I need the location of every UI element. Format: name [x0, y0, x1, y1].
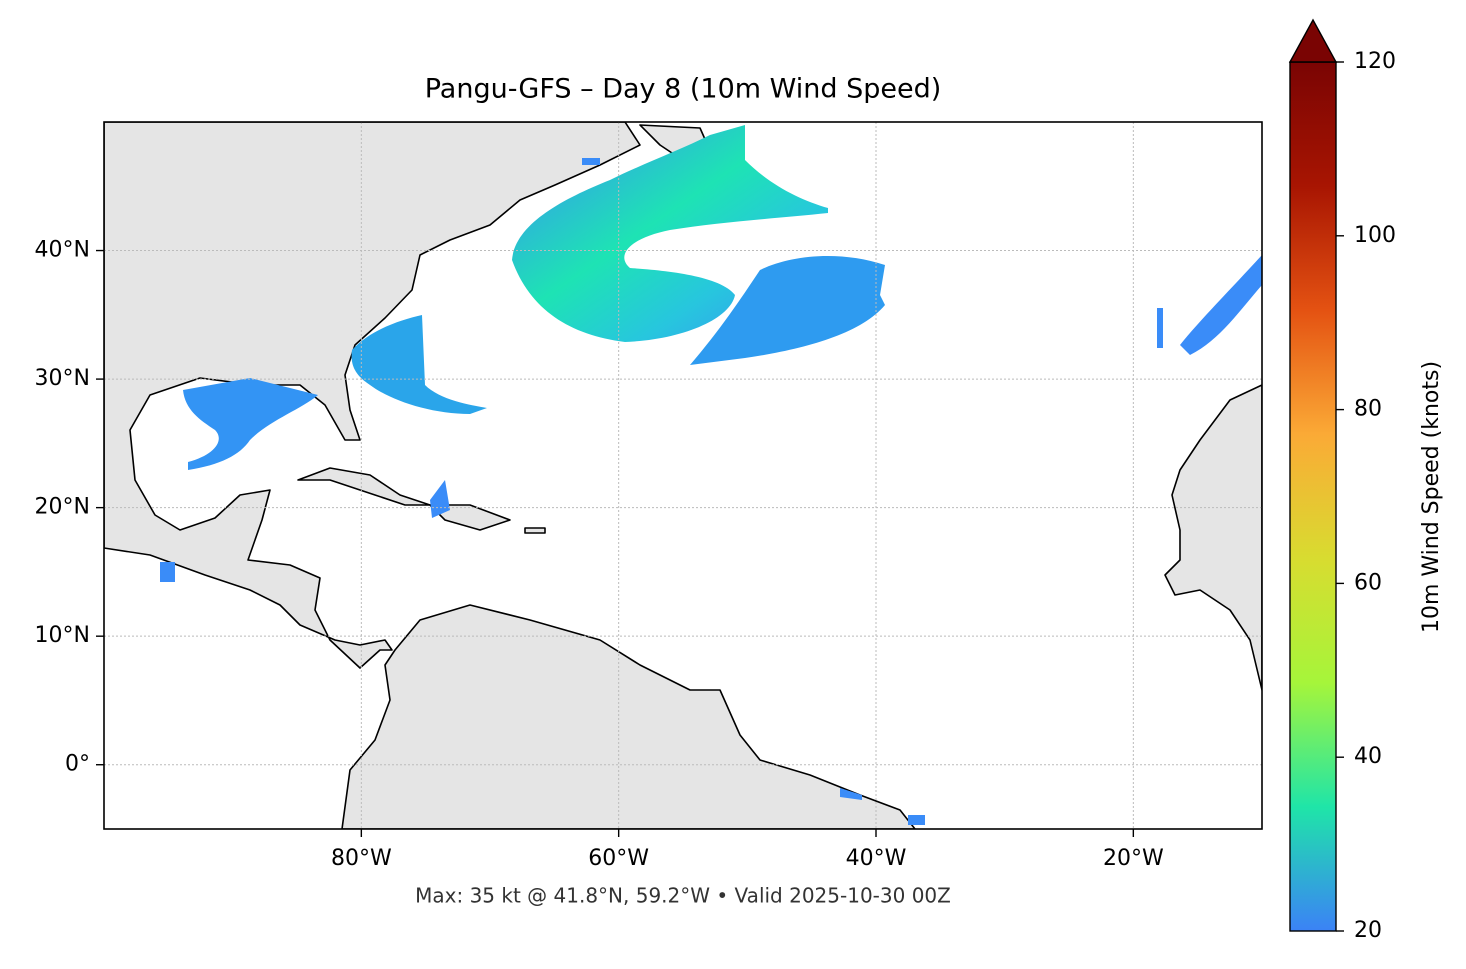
x-tick-label: 40°W: [846, 846, 907, 871]
puerto-rico: [524, 527, 546, 534]
wind-swath: [183, 378, 318, 470]
wind-field: [160, 125, 1262, 825]
y-tick-label: 30°N: [35, 366, 90, 391]
wind-swath: [351, 315, 487, 414]
colorbar-tick-label: 60: [1354, 570, 1382, 595]
y-tick-label: 0°: [65, 752, 90, 777]
colorbar-tick-label: 120: [1354, 49, 1396, 74]
x-tick-label: 60°W: [588, 846, 649, 871]
chart-title: Pangu-GFS – Day 8 (10m Wind Speed): [425, 74, 942, 105]
colorbar: [1289, 61, 1337, 932]
south-america: [341, 604, 916, 829]
x-tick-label: 80°W: [331, 846, 392, 871]
colorbar-label: 10m Wind Speed (knots): [1419, 361, 1444, 633]
map-area: [104, 122, 1262, 829]
land: [104, 122, 1262, 829]
y-tick-label: 20°N: [35, 495, 90, 520]
colorbar-tick-label: 40: [1354, 744, 1382, 769]
wind-swath: [690, 255, 885, 365]
footnote: Max: 35 kt @ 41.8°N, 59.2°W • Valid 2025…: [415, 884, 951, 908]
hispaniola: [429, 504, 511, 531]
wind-swath: [512, 125, 828, 342]
colorbar-tick-label: 80: [1354, 397, 1382, 422]
grid: [104, 122, 1262, 829]
plot-frame: [103, 121, 1263, 830]
colorbar-tick-label: 20: [1354, 918, 1382, 943]
y-tick-label: 10°N: [35, 623, 90, 648]
y-tick-label: 40°N: [35, 238, 90, 263]
africa: [1164, 384, 1262, 691]
x-tick-label: 20°W: [1103, 846, 1164, 871]
cuba: [297, 467, 431, 506]
colorbar-tick-label: 100: [1354, 223, 1396, 248]
wind-swath: [1180, 255, 1262, 355]
colorbar-extend: [1288, 18, 1338, 63]
north-america: [104, 122, 641, 669]
